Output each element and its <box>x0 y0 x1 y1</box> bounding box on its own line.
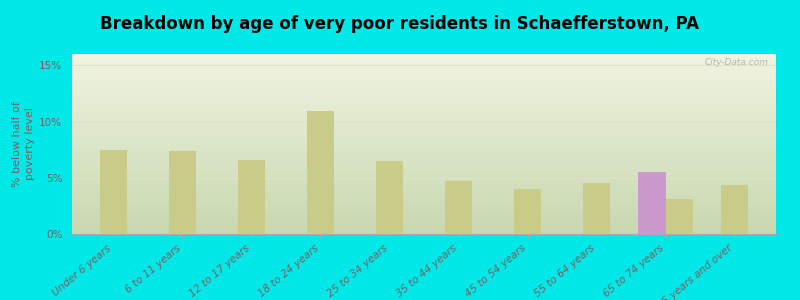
Bar <box>721 184 748 234</box>
Y-axis label: % below half of
poverty level: % below half of poverty level <box>12 101 35 187</box>
Bar <box>445 181 472 234</box>
Bar <box>514 189 542 234</box>
Text: City-Data.com: City-Data.com <box>705 58 769 67</box>
Bar <box>376 161 403 234</box>
Text: Breakdown by age of very poor residents in Schaefferstown, PA: Breakdown by age of very poor residents … <box>101 15 699 33</box>
Bar <box>582 183 610 234</box>
Bar <box>100 150 127 234</box>
Bar <box>238 160 266 234</box>
Bar <box>638 172 666 234</box>
Bar <box>306 111 334 234</box>
Bar <box>666 199 693 234</box>
Bar <box>169 151 196 234</box>
